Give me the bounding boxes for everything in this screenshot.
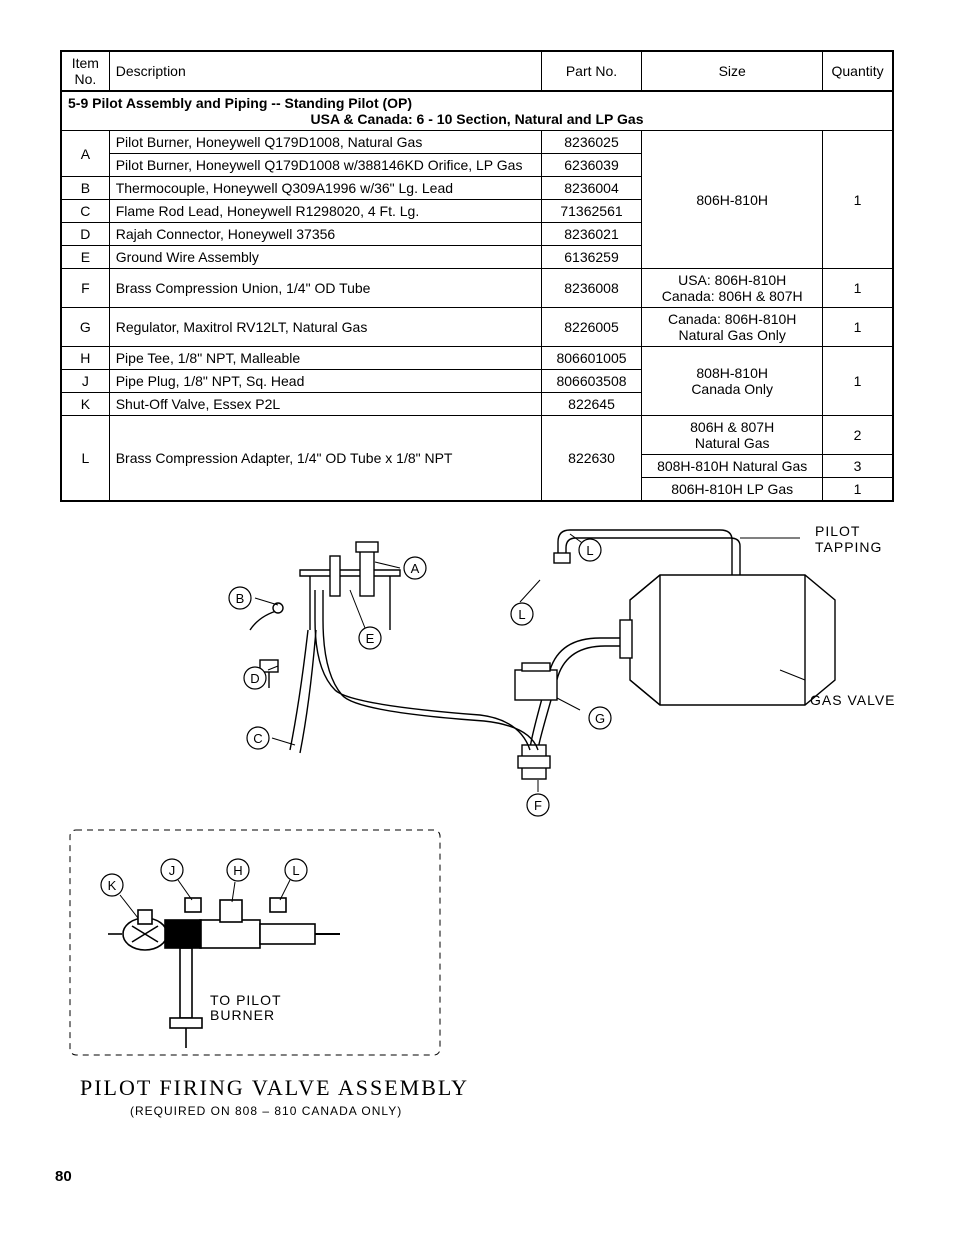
callout-G: G (595, 711, 605, 726)
header-item: Item No. (61, 51, 109, 91)
callout-D: D (250, 671, 259, 686)
cell-qty: 1 (823, 478, 893, 502)
item-letter: K (61, 393, 109, 416)
label-to-pilot-burner: TO PILOT BURNER (210, 992, 286, 1023)
item-letter: C (61, 200, 109, 223)
assembly-diagram: L PILOT TAPPING GAS VALVE G F (60, 520, 894, 1120)
table-row: A Pilot Burner, Honeywell Q179D1008, Nat… (61, 131, 893, 154)
cell-part: 806603508 (541, 370, 641, 393)
cell-desc: Rajah Connector, Honeywell 37356 (109, 223, 541, 246)
callout-C: C (253, 731, 262, 746)
cell-part: 8236025 (541, 131, 641, 154)
assembly-subtitle: (REQUIRED ON 808 – 810 CANADA ONLY) (130, 1104, 402, 1118)
cell-part: 8236008 (541, 269, 641, 308)
table-header-row: Item No. Description Part No. Size Quant… (61, 51, 893, 91)
callout-B: B (236, 591, 245, 606)
cell-desc: Flame Rod Lead, Honeywell R1298020, 4 Ft… (109, 200, 541, 223)
cell-qty: 1 (823, 131, 893, 269)
cell-qty: 1 (823, 308, 893, 347)
cell-qty: 3 (823, 455, 893, 478)
table-row: G Regulator, Maxitrol RV12LT, Natural Ga… (61, 308, 893, 347)
cell-size: USA: 806H-810H Canada: 806H & 807H (642, 269, 823, 308)
cell-desc: Ground Wire Assembly (109, 246, 541, 269)
item-letter: D (61, 223, 109, 246)
item-letter: B (61, 177, 109, 200)
cell-size: Canada: 806H-810H Natural Gas Only (642, 308, 823, 347)
cell-part: 822630 (541, 416, 641, 502)
item-letter: J (61, 370, 109, 393)
callout-H: H (233, 863, 242, 878)
cell-desc: Pipe Plug, 1/8" NPT, Sq. Head (109, 370, 541, 393)
callout-J: J (169, 863, 176, 878)
table-row: H Pipe Tee, 1/8" NPT, Malleable 80660100… (61, 347, 893, 370)
label-gas-valve: GAS VALVE (810, 692, 894, 708)
callout-E: E (366, 631, 375, 646)
callout-F: F (534, 798, 542, 813)
table-row: L Brass Compression Adapter, 1/4" OD Tub… (61, 416, 893, 455)
page-number: 80 (55, 1168, 72, 1185)
cell-qty: 1 (823, 269, 893, 308)
parts-table: Item No. Description Part No. Size Quant… (60, 50, 894, 502)
cell-desc: Pilot Burner, Honeywell Q179D1008, Natur… (109, 131, 541, 154)
section-title: 5-9 Pilot Assembly and Piping -- Standin… (68, 95, 412, 111)
cell-size: 806H-810H LP Gas (642, 478, 823, 502)
item-letter: F (61, 269, 109, 308)
cell-qty: 1 (823, 347, 893, 416)
cell-desc: Pipe Tee, 1/8" NPT, Malleable (109, 347, 541, 370)
header-part: Part No. (541, 51, 641, 91)
item-letter: G (61, 308, 109, 347)
item-letter: E (61, 246, 109, 269)
cell-size: 806H-810H (642, 131, 823, 269)
item-letter: L (61, 416, 109, 502)
item-letter: H (61, 347, 109, 370)
cell-part: 822645 (541, 393, 641, 416)
cell-part: 806601005 (541, 347, 641, 370)
cell-part: 71362561 (541, 200, 641, 223)
cell-desc: Thermocouple, Honeywell Q309A1996 w/36" … (109, 177, 541, 200)
assembly-title: PILOT FIRING VALVE ASSEMBLY (80, 1075, 469, 1100)
cell-desc: Shut-Off Valve, Essex P2L (109, 393, 541, 416)
header-desc: Description (109, 51, 541, 91)
callout-A: A (411, 561, 420, 576)
cell-part: 6236039 (541, 154, 641, 177)
cell-desc: Regulator, Maxitrol RV12LT, Natural Gas (109, 308, 541, 347)
cell-part: 8236004 (541, 177, 641, 200)
cell-desc: Brass Compression Adapter, 1/4" OD Tube … (109, 416, 541, 502)
cell-part: 8226005 (541, 308, 641, 347)
cell-desc: Pilot Burner, Honeywell Q179D1008 w/3881… (109, 154, 541, 177)
cell-part: 6136259 (541, 246, 641, 269)
callout-L: L (586, 543, 593, 558)
header-qty: Quantity (823, 51, 893, 91)
item-letter: A (61, 131, 109, 177)
section-subtitle: USA & Canada: 6 - 10 Section, Natural an… (68, 111, 886, 127)
callout-L2: L (518, 607, 525, 622)
cell-part: 8236021 (541, 223, 641, 246)
header-size: Size (642, 51, 823, 91)
cell-size: 806H & 807H Natural Gas (642, 416, 823, 455)
table-row: F Brass Compression Union, 1/4" OD Tube … (61, 269, 893, 308)
cell-size: 808H-810H Canada Only (642, 347, 823, 416)
callout-L3: L (292, 863, 299, 878)
callout-K: K (108, 878, 117, 893)
label-pilot-tapping: PILOT TAPPING (815, 523, 882, 555)
cell-size: 808H-810H Natural Gas (642, 455, 823, 478)
cell-desc: Brass Compression Union, 1/4" OD Tube (109, 269, 541, 308)
section-row: 5-9 Pilot Assembly and Piping -- Standin… (61, 91, 893, 131)
cell-qty: 2 (823, 416, 893, 455)
